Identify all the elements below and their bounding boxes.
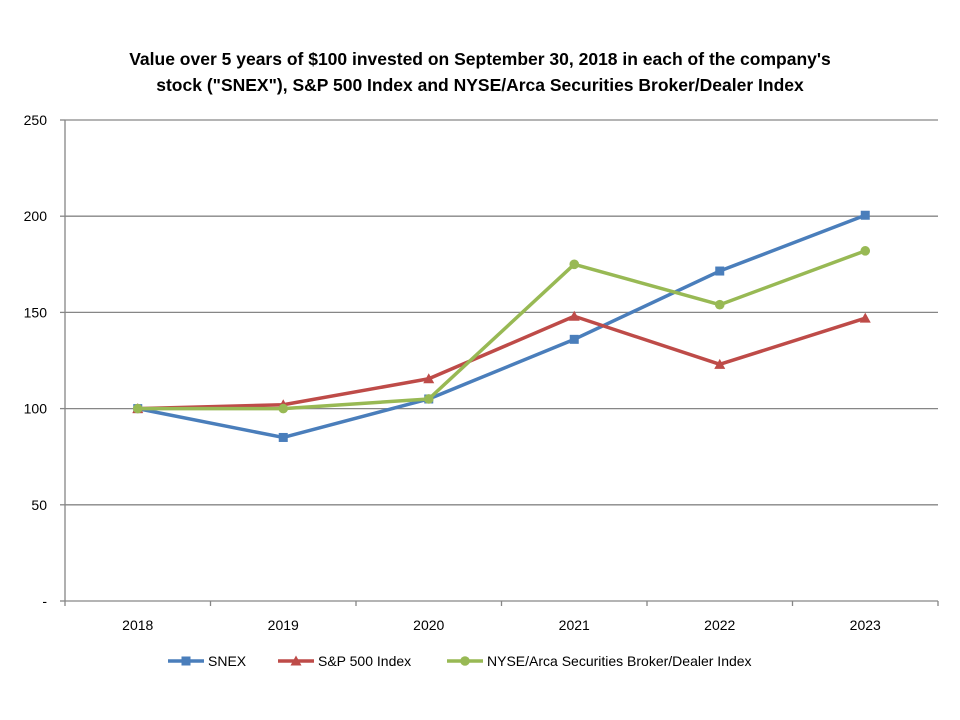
chart-title-line-1: Value over 5 years of $100 invested on S… (129, 49, 831, 69)
data-point-s-p-500-index-2020 (423, 373, 435, 384)
chart-title: Value over 5 years of $100 invested on S… (80, 46, 880, 98)
data-point-nyse-arca-securities-broker-dealer-index-2018 (132, 403, 143, 414)
legend-label-s-p-500-index: S&P 500 Index (318, 653, 411, 669)
y-tick-label: 150 (24, 304, 48, 320)
y-tick-label: - (42, 593, 47, 609)
x-tick-label-2022: 2022 (704, 617, 735, 633)
series-line-nyse-arca-securities-broker-dealer-index (136, 249, 867, 411)
x-tick-label-2019: 2019 (268, 617, 299, 633)
data-point-s-p-500-index-2021 (568, 310, 580, 321)
chart-title-line-2: stock ("SNEX"), S&P 500 Index and NYSE/A… (156, 75, 804, 95)
x-tick-label-2018: 2018 (122, 617, 153, 633)
data-point-nyse-arca-securities-broker-dealer-index-2020 (423, 394, 434, 404)
x-tick-label-2020: 2020 (413, 617, 444, 633)
legend-marker-snex (181, 656, 191, 666)
legend-label-nyse-arca-securities-broker-dealer-index: NYSE/Arca Securities Broker/Dealer Index (487, 653, 752, 669)
data-point-snex-2023 (860, 210, 870, 220)
data-point-s-p-500-index-2023 (859, 312, 871, 323)
legend-label-snex: SNEX (208, 653, 247, 669)
series-line-s-p-500-index (136, 314, 867, 411)
y-tick-label: 250 (24, 112, 48, 128)
data-point-snex-2019 (278, 432, 288, 442)
x-tick-label-2023: 2023 (850, 617, 881, 633)
data-point-nyse-arca-securities-broker-dealer-index-2022 (714, 299, 725, 310)
y-tick-label: 100 (24, 401, 48, 417)
data-point-nyse-arca-securities-broker-dealer-index-2023 (860, 246, 871, 256)
x-tick-label-2021: 2021 (559, 617, 590, 633)
data-point-nyse-arca-securities-broker-dealer-index-2019 (278, 403, 289, 414)
y-tick-label: 50 (31, 497, 47, 513)
series-line-snex (136, 213, 867, 440)
data-point-snex-2021 (569, 334, 579, 344)
data-point-snex-2022 (715, 266, 725, 276)
y-tick-label: 200 (24, 208, 48, 224)
data-point-s-p-500-index-2022 (714, 358, 726, 369)
legend-marker-s-p-500-index (290, 655, 302, 666)
data-point-nyse-arca-securities-broker-dealer-index-2021 (569, 259, 580, 270)
legend-marker-nyse-arca-securities-broker-dealer-index (460, 656, 470, 666)
